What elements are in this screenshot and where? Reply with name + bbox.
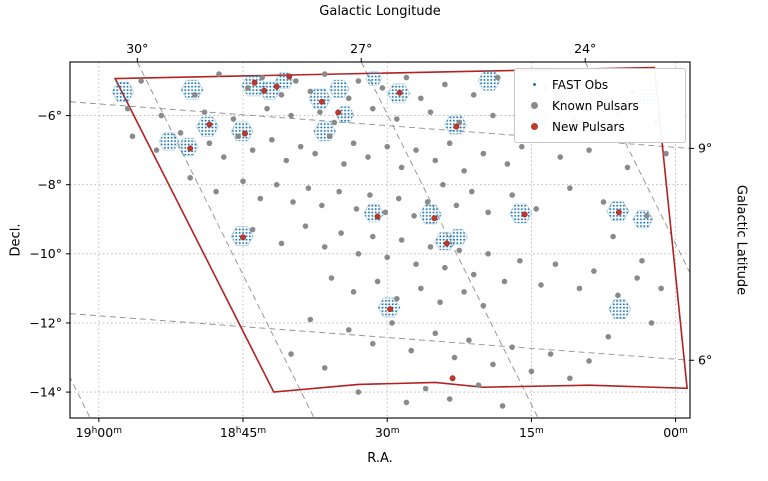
svg-text:−10°: −10°	[29, 246, 62, 261]
top-axis-label: Galactic Longitude	[319, 4, 441, 19]
svg-text:30m: 30m	[375, 425, 400, 440]
legend: FAST Obs Known Pulsars New Pulsars	[514, 68, 686, 143]
svg-text:19h00m: 19h00m	[76, 425, 122, 440]
svg-text:15m: 15m	[519, 425, 544, 440]
legend-marker	[525, 83, 543, 86]
x-axis-label: R.A.	[367, 451, 393, 466]
galactic-grid	[70, 62, 690, 418]
svg-text:−14°: −14°	[29, 384, 62, 399]
svg-text:−8°: −8°	[37, 177, 62, 192]
svg-text:6°: 6°	[698, 353, 712, 368]
legend-item-fast-obs: FAST Obs	[515, 74, 685, 95]
legend-item-new-pulsars: New Pulsars	[515, 116, 685, 137]
legend-marker	[525, 102, 543, 109]
legend-label: Known Pulsars	[552, 98, 639, 113]
svg-text:27°: 27°	[350, 41, 372, 56]
svg-text:00m: 00m	[663, 425, 688, 440]
right-axis-label: Galactic Latitude	[733, 184, 749, 296]
legend-item-known-pulsars: Known Pulsars	[515, 95, 685, 116]
legend-marker	[525, 123, 543, 130]
svg-text:30°: 30°	[126, 41, 148, 56]
svg-text:24°: 24°	[574, 41, 596, 56]
svg-text:−12°: −12°	[29, 315, 62, 330]
svg-text:−6°: −6°	[37, 108, 62, 123]
survey-boundary	[113, 66, 689, 393]
y-axis-label: Decl.	[8, 223, 24, 257]
legend-label: New Pulsars	[552, 119, 625, 134]
svg-text:18h45m: 18h45m	[220, 425, 266, 440]
new-pulsars-group	[187, 73, 622, 382]
svg-text:9°: 9°	[698, 141, 712, 156]
legend-label: FAST Obs	[552, 77, 609, 92]
